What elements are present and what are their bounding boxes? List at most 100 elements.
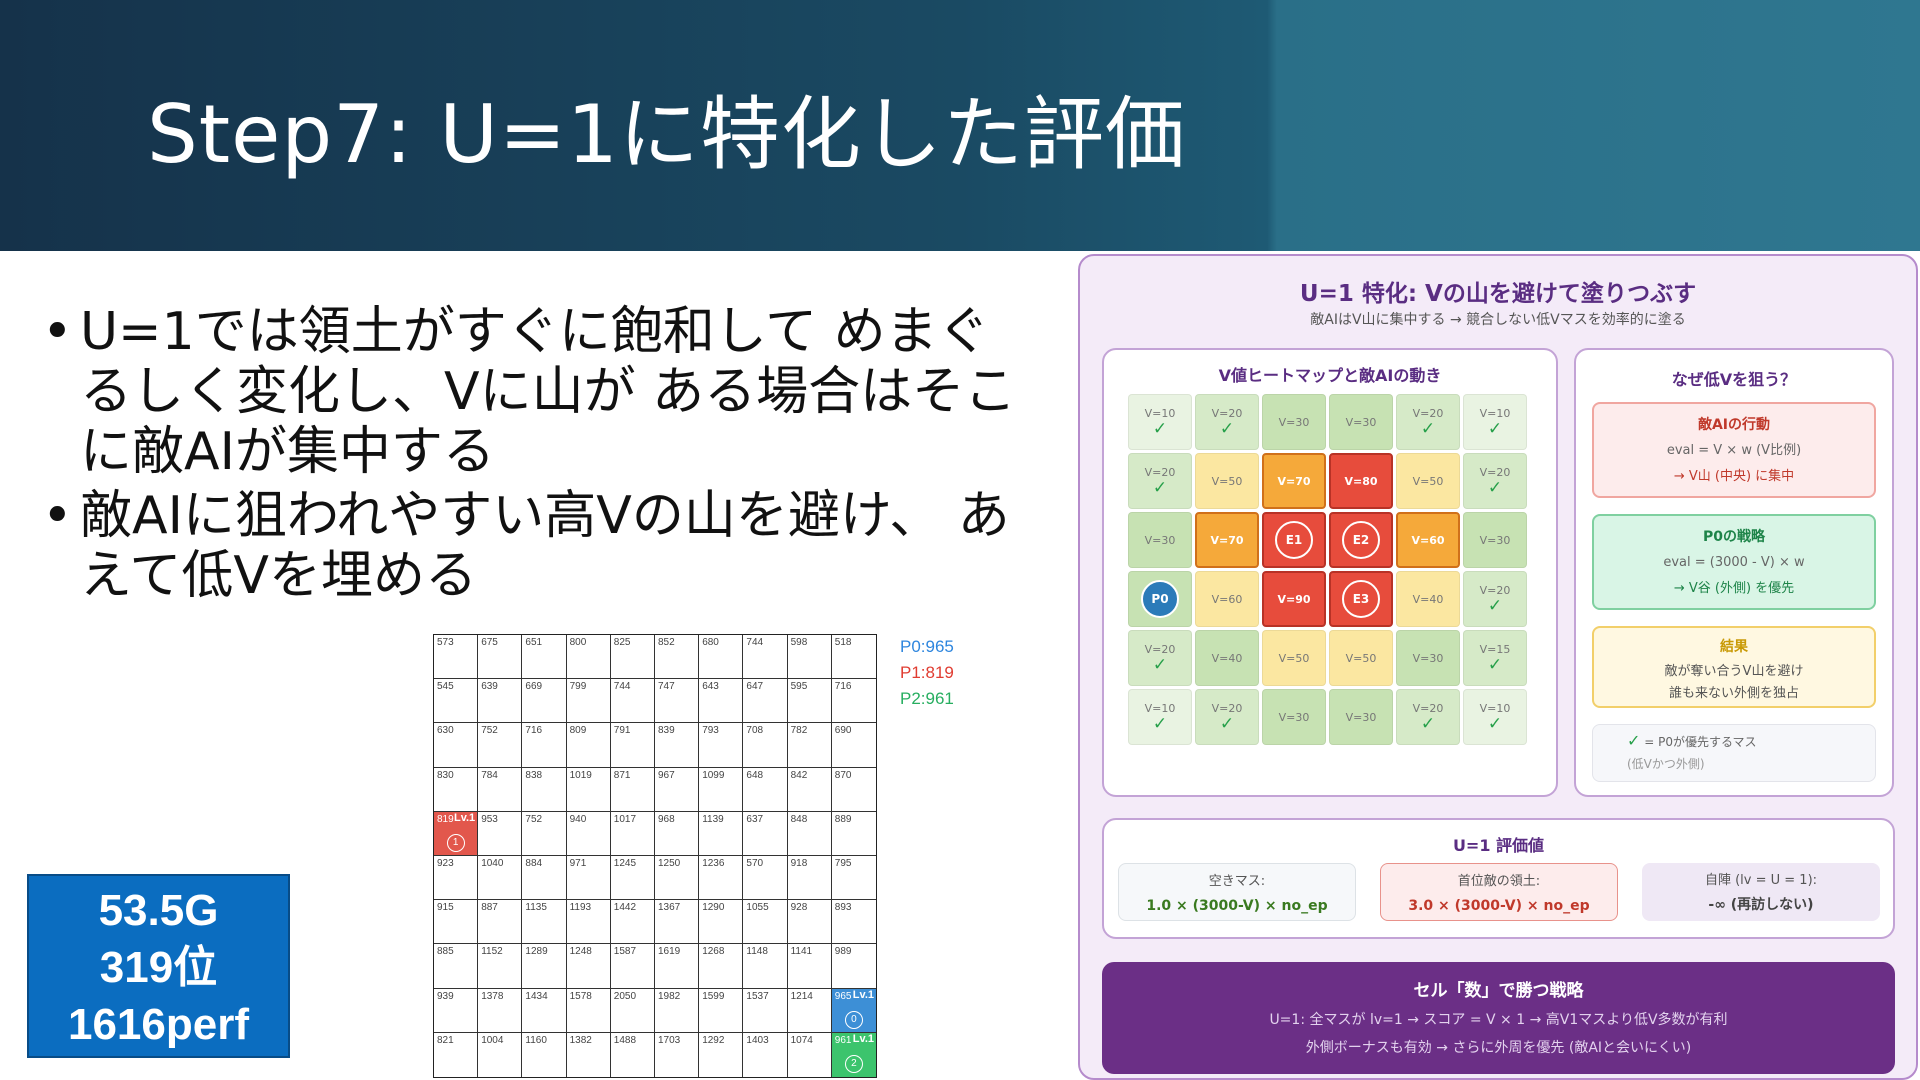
board-cell: 1578 [566, 988, 611, 1033]
cell-value: 595 [790, 681, 808, 693]
cell-value: 893 [834, 902, 852, 914]
v-value: V=10 [1479, 701, 1511, 715]
cell-value: 830 [437, 769, 454, 781]
v-value: V=40 [1211, 651, 1243, 665]
v-value: V=10 [1144, 701, 1176, 715]
score-p0: P0:965 [900, 637, 954, 656]
heatmap-cell: V=90 [1262, 571, 1326, 627]
board-cell: 630 [434, 723, 479, 768]
cell-value: 939 [437, 990, 454, 1002]
check-icon: ✓ [1420, 418, 1436, 439]
cell-value: 747 [658, 681, 675, 693]
board-cell: 647 [743, 679, 788, 724]
board-cell: 923 [434, 856, 479, 901]
cell-value: 967 [658, 769, 675, 781]
player-marker: 2 [844, 1054, 863, 1073]
cell-value: 637 [746, 813, 764, 825]
board-cell: 1141 [787, 944, 832, 989]
board-cell: 1619 [655, 944, 700, 989]
cell-value: 752 [481, 725, 498, 737]
cell-value: 1599 [702, 990, 725, 1002]
board-cell: 639 [478, 679, 523, 724]
cell-value: 889 [834, 813, 852, 825]
board-cell: 545 [434, 679, 479, 724]
board-cell: 1017 [610, 811, 655, 856]
p0-note: → V谷 (外側) を優先 [1673, 581, 1795, 596]
heatmap-cell: V=20 ✓ [1128, 630, 1192, 686]
board-cell: 889 [831, 812, 876, 856]
heatmap-cell: V=50 [1396, 453, 1460, 509]
v-value: V=60 [1211, 592, 1243, 606]
board-cell: 595 [787, 679, 832, 724]
check-icon: ✓ [1152, 713, 1168, 734]
cell-value: 795 [834, 858, 852, 869]
result-title: 結果 [1720, 639, 1748, 655]
v-value: V=50 [1211, 474, 1243, 488]
cell-value: 545 [437, 681, 454, 693]
player-marker: 0 [844, 1010, 863, 1029]
cell-value: 1040 [481, 858, 504, 869]
check-icon: ✓ [1219, 713, 1235, 734]
legend-text: = P0が優先するマス [1644, 735, 1757, 749]
cell-value: 884 [525, 858, 543, 869]
board-cell: 1160 [522, 1032, 567, 1077]
cell-value: 940 [569, 813, 587, 825]
heatmap-cell: V=20 ✓ [1195, 394, 1259, 450]
board-cell: 852 [655, 635, 700, 680]
strategy-l2: 外側ボーナスも有効 → さらに外周を優先 (敵AIと会いにくい) [1305, 1040, 1692, 1056]
cell-value: 1160 [525, 1034, 547, 1046]
board-cell: 839 [655, 723, 700, 768]
why-title: なぜ低Vを狙う？ [1671, 370, 1797, 389]
eval-formula: -∞ (再訪しない) [1708, 897, 1814, 913]
score-p1: P1:819 [900, 663, 954, 682]
board-cell: 953 [478, 811, 523, 856]
board-cell: 675 [478, 635, 523, 680]
board-cell: 716 [831, 679, 876, 724]
heatmap-cell: V=50 [1195, 453, 1259, 509]
board-cell: 2050 [610, 988, 655, 1033]
board-cell: 651 [522, 635, 567, 680]
board-cell: 1268 [699, 944, 744, 989]
heatmap-cell: V=15 ✓ [1463, 630, 1527, 686]
cell-value: 821 [437, 1034, 454, 1046]
cell-value: 870 [834, 769, 852, 781]
cell-value: 800 [569, 637, 587, 648]
cell-value: 1488 [613, 1034, 637, 1046]
heatmap-cell: E2 [1329, 512, 1393, 568]
eval-label: 自陣 (lv = U = 1): [1704, 873, 1818, 888]
heatmap-cell: P0 [1128, 571, 1192, 627]
board-cell: 809 [566, 723, 611, 768]
enemy-token: E1 [1275, 521, 1313, 559]
cell-value: 651 [525, 637, 543, 648]
result-stats-box: 53.5G 319位 1616perf [27, 874, 290, 1058]
level-badge: Lv.1 [852, 988, 874, 1001]
board-cell: 1236 [699, 856, 744, 901]
legend-note: (低Vかつ外側) [1627, 757, 1705, 771]
board-cell: 1537 [743, 988, 788, 1033]
score-legend: P0:965 P1:819 P2:961 [900, 634, 954, 712]
stat-perf: 1616perf [67, 1000, 249, 1049]
heatmap-cell: V=20 ✓ [1463, 453, 1527, 509]
check-icon: ✓ [1152, 477, 1168, 498]
heatmap-cell: V=30 [1262, 394, 1326, 450]
enemy-behavior-box: 敵AIの行動 eval = V × w (V比例) → V山 (中央) に集中 [1592, 402, 1876, 498]
board-cell: 1250 [655, 856, 700, 901]
cell-value: 809 [569, 725, 587, 737]
check-icon: ✓ [1487, 713, 1503, 734]
eval-label: 首位敵の領土: [1457, 874, 1541, 889]
board-cell: 744 [610, 679, 655, 724]
cell-value: 1074 [790, 1034, 813, 1046]
check-icon: ✓ [1152, 654, 1168, 675]
cell-value: 1442 [613, 902, 637, 914]
heatmap-cell: V=20 ✓ [1396, 689, 1460, 745]
cell-value: 1703 [658, 1034, 681, 1046]
v-value: V=20 [1144, 465, 1176, 479]
strategy-summary: セル「数」で勝つ戦略 U=1: 全マスが lv=1 → スコア = V × 1 … [1102, 962, 1895, 1074]
level-badge: Lv.1 [852, 1032, 874, 1045]
cell-value: 871 [613, 769, 631, 781]
cell-value: 1619 [658, 946, 681, 958]
heatmap-cell: E3 [1329, 571, 1393, 627]
board-cell: 848 [787, 811, 832, 856]
board-cell: 795 [831, 856, 876, 901]
board-cell: 752 [478, 723, 523, 768]
